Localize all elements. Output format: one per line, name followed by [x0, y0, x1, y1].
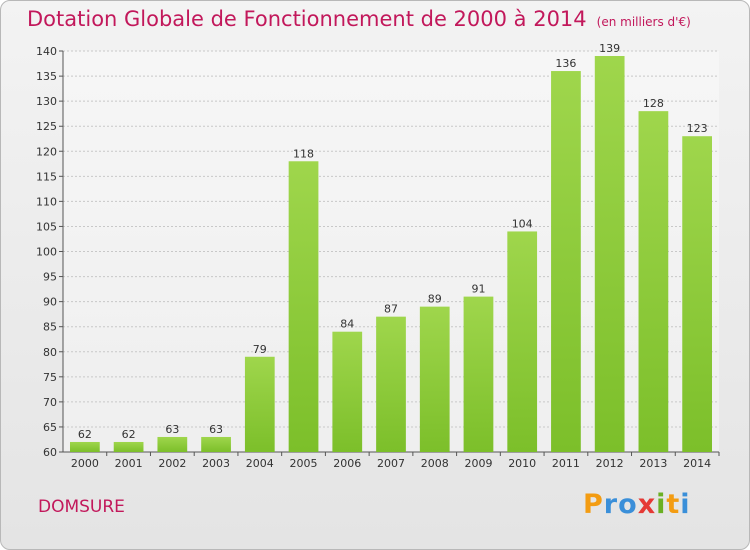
x-tick-label: 2012 [596, 457, 624, 470]
y-tick-label: 70 [43, 396, 57, 409]
x-tick-label: 2006 [333, 457, 361, 470]
y-tick-label: 100 [36, 246, 57, 259]
x-tick-label: 2009 [464, 457, 492, 470]
bar-value-label: 104 [512, 217, 533, 230]
bar-value-label: 136 [555, 57, 576, 70]
bar [376, 316, 406, 452]
bar [638, 111, 669, 453]
logo-letter: t [666, 489, 681, 520]
x-tick-label: 2005 [290, 457, 318, 470]
x-tick-label: 2001 [115, 457, 143, 470]
x-tick-label: 2013 [639, 457, 667, 470]
bar [288, 161, 319, 452]
bar-value-label: 118 [293, 147, 314, 160]
x-tick-label: 2003 [202, 457, 230, 470]
x-tick-label: 2011 [552, 457, 580, 470]
y-tick-label: 110 [36, 195, 57, 208]
bar-value-label: 91 [471, 283, 485, 296]
x-tick-label: 2002 [158, 457, 186, 470]
x-tick-label: 2004 [246, 457, 274, 470]
bar [463, 296, 494, 452]
bar-value-label: 128 [643, 97, 664, 110]
y-tick-label: 75 [43, 371, 57, 384]
logo-letter: P [583, 489, 604, 520]
logo-letter: o [618, 489, 638, 520]
bar-value-label: 123 [687, 122, 708, 135]
bar [594, 56, 625, 452]
bar-value-label: 62 [122, 428, 136, 441]
bar-value-label: 63 [209, 423, 223, 436]
y-tick-label: 125 [36, 120, 57, 133]
bar [201, 436, 231, 452]
logo-letter: r [603, 489, 619, 520]
bar [69, 441, 100, 452]
bar [419, 306, 450, 452]
y-tick-label: 60 [43, 446, 57, 459]
proxiti-logo: Proxiti [583, 489, 691, 520]
y-tick-label: 120 [36, 145, 57, 158]
y-tick-label: 135 [36, 70, 57, 83]
bar [507, 231, 538, 452]
bar [551, 71, 581, 453]
bar [113, 441, 144, 452]
bar-value-label: 84 [340, 318, 354, 331]
y-tick-label: 90 [43, 296, 57, 309]
chart-title: Dotation Globale de Fonctionnement de 20… [27, 7, 691, 31]
bar-value-label: 63 [165, 423, 179, 436]
x-tick-label: 2014 [683, 457, 711, 470]
bar [244, 356, 275, 452]
y-tick-label: 130 [36, 95, 57, 108]
y-tick-label: 105 [36, 220, 57, 233]
x-tick-label: 2000 [71, 457, 99, 470]
logo-letter: i [680, 489, 691, 520]
commune-name: DOMSURE [38, 497, 125, 517]
y-tick-label: 80 [43, 346, 57, 359]
bar [332, 331, 363, 452]
y-tick-label: 85 [43, 321, 57, 334]
y-tick-label: 140 [36, 45, 57, 58]
bar-value-label: 89 [428, 293, 442, 306]
logo-letter: i [656, 489, 667, 520]
x-tick-label: 2008 [421, 457, 449, 470]
chart-title-text: Dotation Globale de Fonctionnement de 20… [27, 7, 587, 31]
x-tick-label: 2010 [508, 457, 536, 470]
bar-value-label: 79 [253, 343, 267, 356]
bar-value-label: 87 [384, 303, 398, 316]
chart-subtitle: (en milliers d'€) [596, 15, 691, 29]
x-tick-label: 2007 [377, 457, 405, 470]
logo-letter: x [637, 489, 657, 520]
y-tick-label: 115 [36, 170, 57, 183]
y-tick-label: 65 [43, 421, 57, 434]
bar-value-label: 62 [78, 428, 92, 441]
y-tick-label: 95 [43, 271, 57, 284]
bar [682, 136, 713, 452]
bar-value-label: 139 [599, 42, 620, 55]
bar [157, 436, 188, 452]
